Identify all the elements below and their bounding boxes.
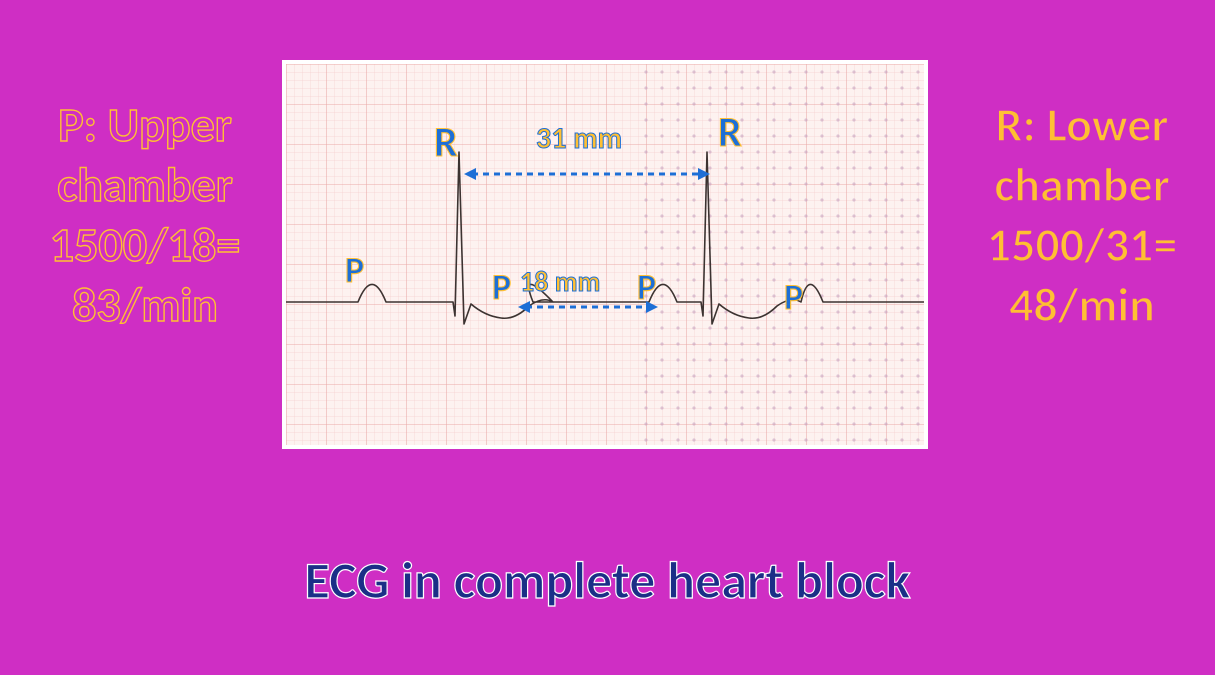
r-wave-label-1: R <box>718 112 742 154</box>
p-wave-label-3: P <box>784 279 803 315</box>
p-wave-label-1: P <box>492 269 511 305</box>
pp-interval-arrow <box>518 299 658 315</box>
r-wave-label-0: R <box>434 122 458 164</box>
pp-interval-mm-label: 18 mm <box>520 268 600 296</box>
p-wave-label-0: P <box>345 252 364 288</box>
slide-caption: ECG in complete heart block <box>0 548 1215 612</box>
rr-interval-arrow <box>464 166 710 182</box>
p-upper-chamber-text: P: Upper chamber 1500/18= 83/min <box>10 95 280 335</box>
ecg-panel: PPPPRR31 mm18 mm <box>282 60 928 449</box>
rr-interval-mm-label: 31 mm <box>536 124 622 154</box>
r-lower-chamber-text: R: Lower chamber 1500/31= 48/min <box>952 95 1212 335</box>
slide-canvas: P: Upper chamber 1500/18= 83/min R: Lower… <box>0 0 1215 675</box>
